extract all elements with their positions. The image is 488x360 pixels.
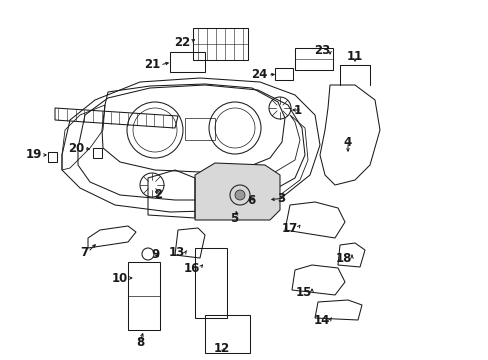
- Bar: [195, 248, 226, 318]
- Bar: [193, 28, 247, 60]
- Text: 18: 18: [335, 252, 351, 265]
- Text: 5: 5: [229, 211, 238, 225]
- Polygon shape: [195, 163, 280, 220]
- Text: 10: 10: [112, 271, 128, 284]
- Text: 2: 2: [154, 189, 162, 202]
- Text: 6: 6: [246, 194, 254, 207]
- Text: 20: 20: [68, 141, 84, 154]
- Text: 23: 23: [313, 44, 329, 57]
- Text: 7: 7: [80, 246, 88, 258]
- Text: 4: 4: [343, 135, 351, 148]
- Text: 13: 13: [168, 247, 184, 260]
- Bar: [170, 52, 204, 72]
- Text: 21: 21: [143, 58, 160, 72]
- Text: 12: 12: [213, 342, 230, 355]
- Text: 24: 24: [251, 68, 267, 81]
- Text: 22: 22: [173, 36, 190, 49]
- Bar: [294, 48, 332, 70]
- Text: 17: 17: [281, 221, 297, 234]
- Text: 15: 15: [295, 287, 311, 300]
- Text: 14: 14: [313, 314, 329, 327]
- Bar: [93, 148, 102, 158]
- Bar: [128, 262, 160, 330]
- Text: 1: 1: [293, 104, 302, 117]
- Bar: [48, 152, 57, 162]
- Bar: [204, 315, 249, 353]
- Text: 16: 16: [183, 261, 200, 274]
- Text: 9: 9: [151, 248, 160, 261]
- Text: 19: 19: [25, 148, 42, 162]
- Text: 3: 3: [276, 192, 285, 204]
- Bar: [274, 68, 292, 80]
- Text: 11: 11: [346, 50, 363, 63]
- Bar: [184, 118, 215, 140]
- Text: 8: 8: [136, 336, 144, 348]
- Circle shape: [235, 190, 244, 200]
